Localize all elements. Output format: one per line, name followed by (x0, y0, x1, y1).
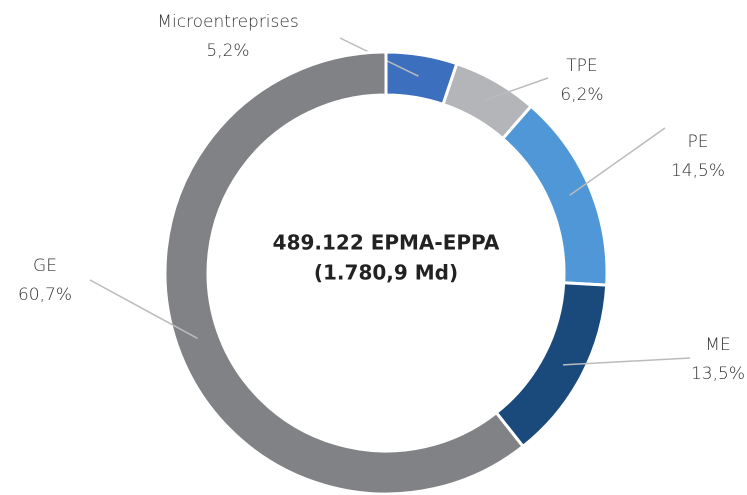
leader-line (485, 77, 549, 101)
slice-label: ME (705, 335, 730, 355)
slice-value-label: 5,2% (206, 41, 249, 61)
slice-value-label: 14,5% (671, 161, 725, 181)
slice-label: Microentreprises (157, 12, 298, 32)
donut-slice (500, 104, 609, 287)
center-subtitle: (1.780,9 Md) (314, 261, 458, 285)
slice-value-label: 6,2% (560, 85, 603, 105)
slice-label: TPE (566, 56, 597, 76)
center-title: 489.122 EPMA-EPPA (273, 231, 500, 255)
slice-label: GE (33, 256, 57, 276)
slice-label: PE (688, 132, 709, 152)
donut-slice (163, 50, 526, 495)
leader-line (89, 279, 198, 340)
leader-line (569, 127, 666, 196)
leader-line (563, 357, 691, 366)
slice-value-label: 13,5% (691, 364, 745, 384)
donut-slice (494, 281, 609, 449)
slice-value-label: 60,7% (18, 285, 72, 305)
